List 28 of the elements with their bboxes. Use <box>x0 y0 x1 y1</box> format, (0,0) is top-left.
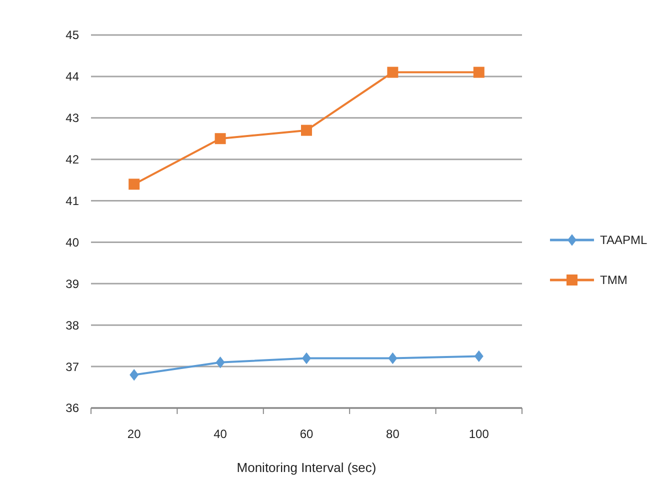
y-tick-label: 43 <box>66 111 80 126</box>
point <box>473 66 484 78</box>
x-axis-title: Monitoring Interval (sec) <box>236 460 376 475</box>
y-tick-label: 40 <box>66 235 80 250</box>
y-tick-label: 42 <box>66 152 80 167</box>
point <box>474 350 484 362</box>
point <box>387 66 398 78</box>
point <box>128 178 140 190</box>
x-tick-label: 40 <box>214 427 228 441</box>
point <box>130 368 139 381</box>
x-tick-label: 80 <box>386 427 400 441</box>
legend-label: TAAPML <box>600 233 648 248</box>
y-tick-label: 44 <box>66 70 80 84</box>
point <box>216 356 225 368</box>
point <box>301 124 312 136</box>
y-tick-label: 39 <box>66 276 80 291</box>
y-tick-label: 45 <box>66 28 80 42</box>
point <box>388 352 398 364</box>
y-tick-label: 38 <box>66 318 80 332</box>
point <box>214 133 226 144</box>
x-tick-label: 20 <box>127 427 142 441</box>
y-tick-label: 37 <box>66 360 80 374</box>
y-tick-label: 36 <box>66 401 80 416</box>
legend-label: TMM <box>600 273 628 288</box>
y-tick-label: 41 <box>66 194 80 208</box>
point <box>302 352 311 364</box>
x-tick-label: 100 <box>468 427 490 441</box>
x-tick-label: 60 <box>300 427 314 441</box>
